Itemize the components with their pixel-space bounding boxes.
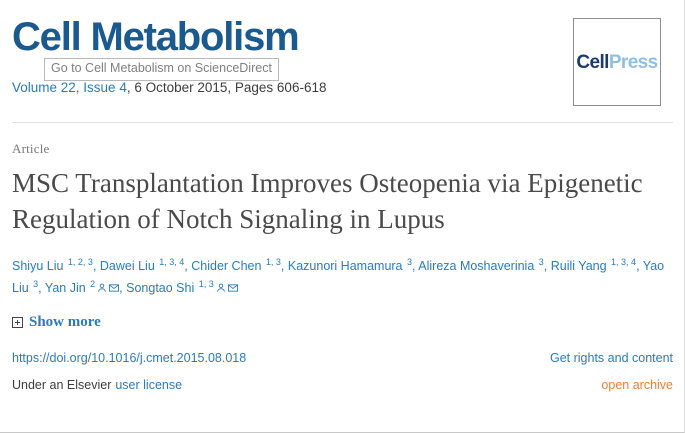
header-divider bbox=[12, 122, 673, 123]
author-affiliation-superscript[interactable]: 2 bbox=[90, 279, 96, 290]
license-text: Under an Elsevier user license bbox=[12, 378, 182, 392]
author-name-link[interactable]: Chider Chen bbox=[191, 259, 265, 274]
doi-row: https://doi.org/10.1016/j.cmet.2015.08.0… bbox=[12, 351, 673, 365]
author-affiliation-superscript[interactable]: 3 bbox=[33, 279, 39, 290]
author-separator: , bbox=[119, 281, 127, 296]
author-name-link[interactable]: Shiyu Liu bbox=[12, 259, 67, 274]
author-list: Shiyu Liu 1, 2, 3, Dawei Liu 1, 3, 4, Ch… bbox=[12, 255, 672, 300]
user-license-link[interactable]: user license bbox=[115, 377, 183, 392]
volume-issue-link[interactable]: Volume 22, Issue 4 bbox=[12, 80, 127, 95]
page-title: MSC Transplantation Improves Osteopenia … bbox=[12, 168, 643, 234]
author-entry: Alireza Moshaverinia 3, bbox=[418, 257, 551, 274]
cell-press-logo-text: CellPress bbox=[576, 51, 658, 73]
author-entry: Shiyu Liu 1, 2, 3, bbox=[12, 257, 100, 274]
author-entry: Chider Chen 1, 3, bbox=[191, 257, 288, 274]
license-row: Under an Elsevier user license open archi… bbox=[12, 378, 673, 392]
license-static-text: Under an Elsevier bbox=[12, 377, 112, 392]
author-name-link[interactable]: Songtao Shi bbox=[126, 281, 198, 296]
volume-issue-details: , 6 October 2015, Pages 606-618 bbox=[126, 80, 327, 95]
author-separator: , bbox=[92, 259, 100, 274]
show-more-label: Show more bbox=[29, 313, 101, 330]
author-affiliation-superscript[interactable]: 1, 3, 4 bbox=[611, 257, 637, 268]
get-rights-and-content-link[interactable]: Get rights and content bbox=[550, 350, 673, 365]
author-separator: , bbox=[543, 259, 551, 274]
author-entry: Dawei Liu 1, 3, 4, bbox=[99, 257, 192, 274]
author-name-link[interactable]: Kazunori Hamamura bbox=[287, 259, 406, 274]
author-separator: , bbox=[280, 259, 288, 274]
author-affiliation-superscript[interactable]: 3 bbox=[406, 257, 412, 268]
journal-title-link[interactable]: Cell Metabolism bbox=[12, 15, 300, 59]
journal-masthead: Cell Metabolism Go to Cell Metabolism on… bbox=[12, 0, 673, 106]
plus-box-icon bbox=[12, 316, 23, 328]
author-name-link[interactable]: Alireza Moshaverinia bbox=[418, 259, 538, 274]
author-separator: , bbox=[636, 259, 643, 274]
author-affiliation-superscript[interactable]: 1, 3, 4 bbox=[159, 257, 185, 268]
author-entry: Yan Jin 2, bbox=[44, 279, 127, 296]
author-separator: , bbox=[38, 281, 45, 296]
logo-cell-word: Cell bbox=[576, 51, 609, 73]
logo-press-word: Press bbox=[608, 51, 658, 73]
open-archive-label[interactable]: open archive bbox=[601, 377, 673, 392]
author-entry: Ruili Yang 1, 3, 4, bbox=[550, 257, 643, 274]
doi-link[interactable]: https://doi.org/10.1016/j.cmet.2015.08.0… bbox=[12, 350, 247, 365]
author-affiliation-superscript[interactable]: 3 bbox=[538, 257, 544, 268]
author-affiliation-superscript[interactable]: 1, 3 bbox=[198, 279, 214, 290]
author-separator: , bbox=[184, 259, 192, 274]
author-name-link[interactable]: Dawei Liu bbox=[99, 259, 159, 274]
person-icon[interactable] bbox=[216, 279, 226, 300]
author-affiliation-superscript[interactable]: 1, 3 bbox=[265, 257, 281, 268]
person-icon[interactable] bbox=[97, 279, 107, 300]
author-affiliation-superscript[interactable]: 1, 2, 3 bbox=[67, 257, 93, 268]
author-entry: Yao Liu 3, bbox=[12, 259, 664, 295]
envelope-icon[interactable] bbox=[109, 279, 120, 300]
author-entry: Kazunori Hamamura 3, bbox=[287, 257, 419, 274]
author-name-link[interactable]: Yao Liu bbox=[12, 259, 665, 296]
envelope-icon[interactable] bbox=[227, 279, 238, 300]
show-more-button[interactable]: Show more bbox=[12, 314, 101, 331]
volume-issue-line: Volume 22, Issue 4, 6 October 2015, Page… bbox=[12, 80, 326, 95]
journal-link-tooltip: Go to Cell Metabolism on ScienceDirect bbox=[44, 58, 279, 81]
article-type-label: Article bbox=[12, 141, 50, 156]
author-name-link[interactable]: Yan Jin bbox=[44, 281, 90, 296]
author-name-link[interactable]: Ruili Yang bbox=[550, 259, 611, 274]
author-entry: Songtao Shi 1, 3 bbox=[126, 279, 238, 296]
cell-press-logo[interactable]: CellPress bbox=[573, 18, 661, 106]
author-separator: , bbox=[412, 259, 419, 274]
